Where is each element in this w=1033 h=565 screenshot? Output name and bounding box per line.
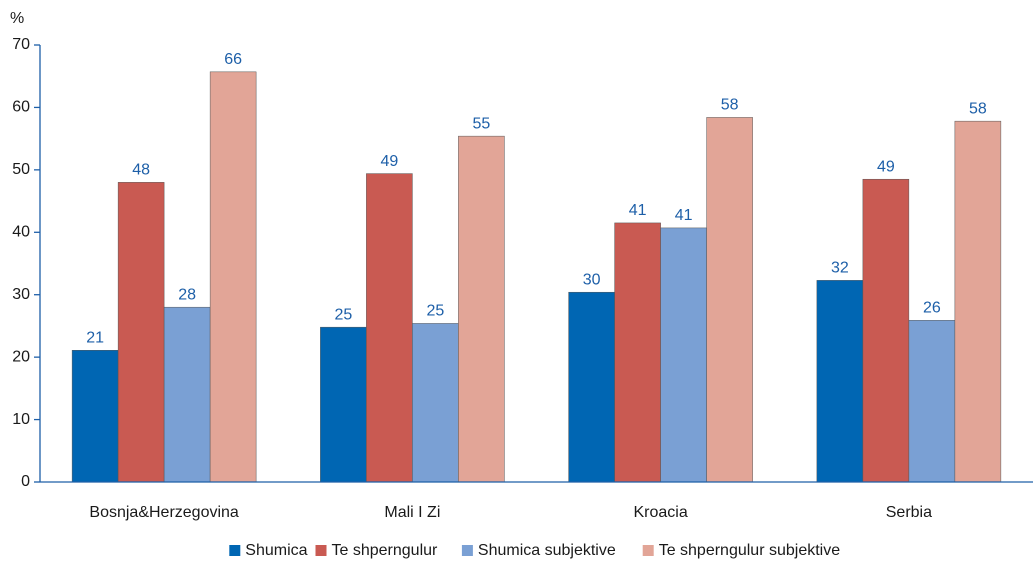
y-tick-label: 10 (12, 411, 30, 428)
bar (71, 350, 119, 483)
bar (458, 135, 505, 483)
bar (209, 71, 257, 483)
value-label: 21 (86, 329, 104, 346)
y-tick-label: 60 (12, 99, 30, 116)
y-tick-label: 70 (12, 36, 30, 53)
value-label: 49 (380, 153, 398, 170)
value-label: 25 (334, 306, 352, 323)
value-label: 66 (224, 51, 242, 68)
bar (568, 291, 615, 483)
bar (117, 182, 165, 483)
bar (163, 306, 211, 483)
legend-swatch (461, 545, 473, 556)
value-label: 28 (178, 286, 196, 303)
y-tick-label: 0 (21, 473, 30, 490)
bar (954, 120, 1002, 483)
legend-label: Te shperngulur subjektive (659, 542, 841, 559)
value-label: 30 (583, 271, 601, 288)
legend-label: Te shperngulur (332, 542, 439, 559)
value-label: 41 (675, 207, 693, 224)
value-label: 41 (629, 202, 647, 219)
bar (862, 178, 910, 483)
bar (320, 326, 367, 483)
value-label: 49 (877, 158, 895, 175)
bar (660, 227, 707, 483)
legend-swatch (642, 545, 654, 556)
bar (614, 222, 661, 483)
y-tick-label: 40 (12, 224, 30, 241)
bar (816, 280, 864, 483)
value-label: 32 (831, 260, 849, 277)
x-tick-label: Kroacia (634, 504, 688, 521)
value-label: 25 (426, 303, 444, 320)
value-label: 26 (923, 300, 941, 317)
value-label: 48 (132, 162, 150, 179)
bar (366, 173, 413, 483)
value-label: 55 (472, 115, 490, 132)
y-tick-label: 50 (12, 161, 30, 178)
legend-swatch (315, 545, 327, 556)
y-tick-label: 30 (12, 286, 30, 303)
legend-swatch (229, 545, 241, 556)
bar (412, 323, 459, 483)
legend-label: Shumica subjektive (478, 542, 616, 559)
legend-label: Shumica (245, 542, 307, 559)
y-unit: % (10, 10, 24, 27)
x-tick-label: Mali I Zi (384, 504, 440, 521)
value-label: 58 (721, 97, 739, 114)
bar (706, 117, 753, 483)
x-tick-label: Bosnja&Herzegovina (89, 504, 239, 521)
value-label: 58 (969, 100, 987, 117)
y-tick-label: 20 (12, 348, 30, 365)
x-tick-label: Serbia (886, 504, 932, 521)
bar (908, 320, 956, 483)
